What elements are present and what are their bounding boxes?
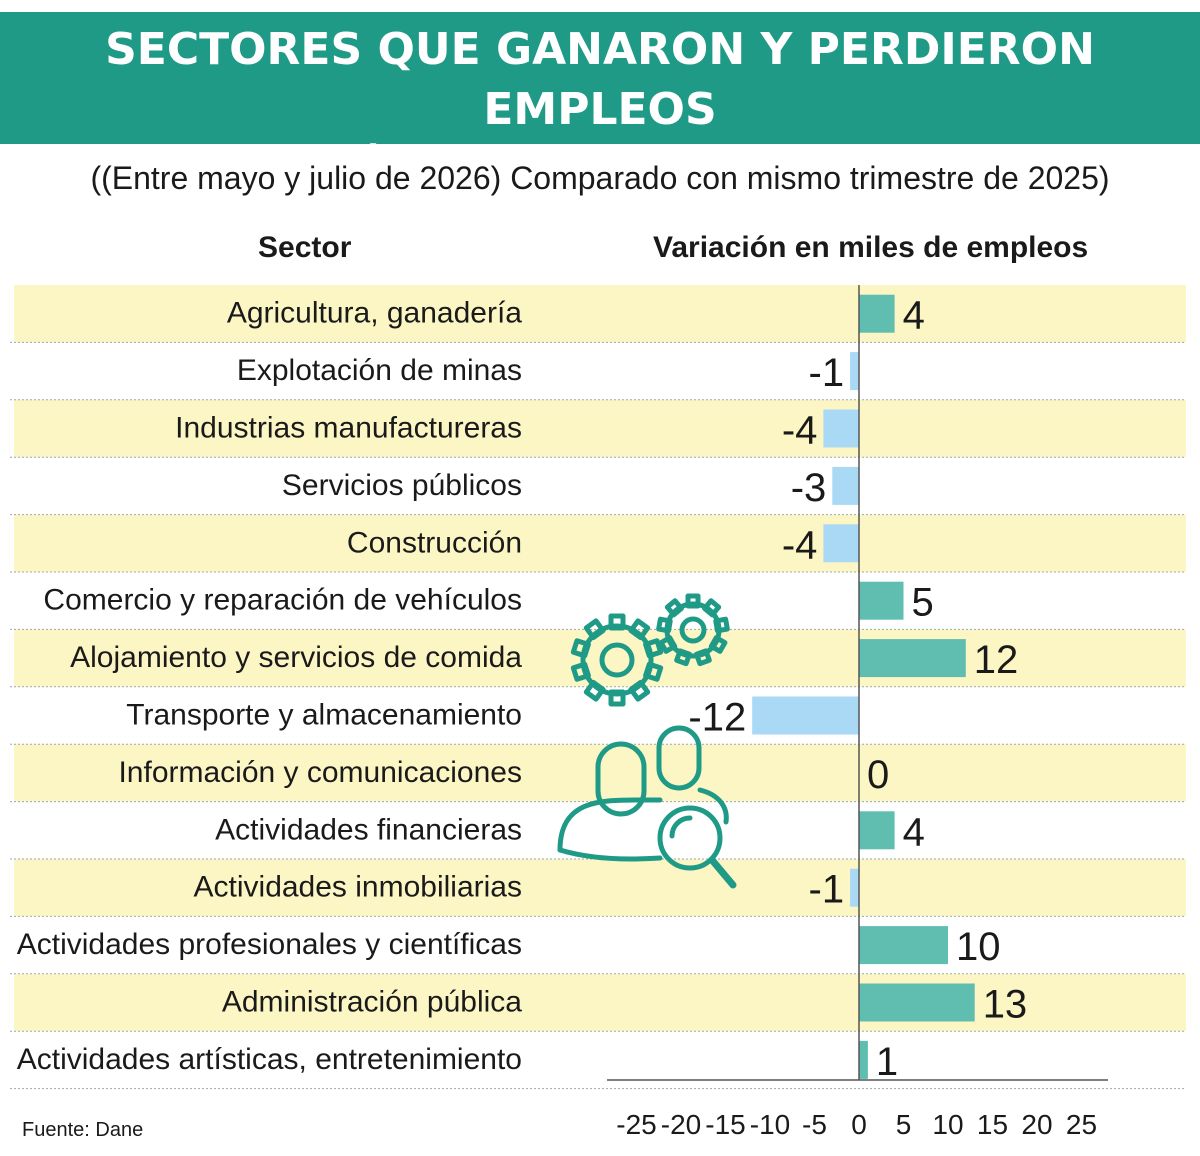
x-tick-label: 10 <box>932 1109 963 1140</box>
bar <box>859 639 966 678</box>
gear-tooth <box>685 593 701 609</box>
category-label: Actividades financieras <box>215 813 522 846</box>
subtitle: ((Entre mayo y julio de 2026) Comparado … <box>90 160 1110 196</box>
bar-value-label: -12 <box>688 696 746 740</box>
category-label: Servicios públicos <box>282 469 522 502</box>
gear-tooth <box>608 689 626 707</box>
source-note: Fuente: Dane <box>22 1119 144 1141</box>
gear-tooth <box>674 648 692 667</box>
bar-value-label: 4 <box>903 810 925 854</box>
bar-value-label: -3 <box>791 466 827 510</box>
bar <box>823 409 859 448</box>
x-tick-label: 0 <box>851 1109 867 1140</box>
category-label: Actividades profesionales y científicas <box>17 928 522 961</box>
row-stripe <box>14 514 1186 572</box>
bars <box>752 294 975 1079</box>
gear-tooth <box>656 616 673 634</box>
category-label: Administración pública <box>222 986 522 1019</box>
title-line-2: EN EL ÁREA METROPOLITANA DE BUCARAMANGA <box>197 144 1003 255</box>
gear-tooth <box>583 618 606 641</box>
bar <box>832 466 859 505</box>
x-tick-label: -20 <box>661 1109 701 1140</box>
category-label: Información y comunicaciones <box>118 756 522 789</box>
gear-tooth <box>628 618 651 641</box>
title-line-1: SECTORES QUE GANARON Y PERDIERON EMPLEOS <box>105 24 1095 135</box>
gear-tooth <box>702 598 722 618</box>
bar-value-label: -1 <box>809 868 845 912</box>
bar <box>859 294 895 333</box>
bar-value-label: 0 <box>867 753 889 797</box>
category-label: Actividades inmobiliarias <box>194 871 522 904</box>
category-label: Transporte y almacenamiento <box>126 699 522 732</box>
gear-tooth <box>608 613 626 631</box>
x-tick-label: 25 <box>1066 1109 1097 1140</box>
gear-tooth <box>628 679 651 702</box>
gear-tooth <box>570 661 591 682</box>
gear-tooth <box>708 635 728 654</box>
sector-column-header: Sector <box>258 231 352 264</box>
bar-value-label: 12 <box>974 638 1019 682</box>
gear-tooth <box>570 638 591 659</box>
x-axis: -25 -20 -15 -10 -5 0 5 10 15 20 25 <box>607 285 1108 1140</box>
category-label: Actividades artísticas, entretenimiento <box>17 1043 522 1076</box>
bar <box>859 983 975 1022</box>
gear-tooth <box>583 679 606 702</box>
gear-tooth <box>643 638 664 659</box>
x-tick-label: 15 <box>977 1109 1008 1140</box>
variation-column-header: Variación en miles de empleos <box>653 231 1089 264</box>
gear-tooth <box>643 661 664 682</box>
row-stripe <box>14 399 1186 458</box>
bar <box>823 524 859 563</box>
bar-value-label: 5 <box>912 581 934 625</box>
category-label: Agricultura, ganadería <box>227 297 522 330</box>
bar-value-label: -4 <box>782 409 818 453</box>
decorative-icons <box>557 593 737 889</box>
x-tick-label: 5 <box>896 1109 912 1140</box>
x-tick-label: -10 <box>750 1109 790 1140</box>
bar <box>859 1040 868 1079</box>
row-stripe <box>14 859 1186 917</box>
bar-value-label: 10 <box>956 925 1001 969</box>
bar <box>850 868 859 907</box>
bar-value-label: 4 <box>903 294 925 338</box>
category-label: Comercio y reparación de vehículos <box>43 584 522 617</box>
gears-icon <box>570 593 730 707</box>
x-tick-label: 20 <box>1021 1109 1052 1140</box>
category-labels: Agricultura, ganadería Explotación de min… <box>17 297 523 1076</box>
row-stripe <box>14 973 1186 1032</box>
bar <box>850 352 859 391</box>
category-label: Explotación de minas <box>237 354 522 387</box>
gear-tooth <box>694 648 712 667</box>
x-tick-label: -15 <box>705 1109 745 1140</box>
category-label: Industrias manufactureras <box>175 412 522 445</box>
x-tick-label: -5 <box>802 1109 827 1140</box>
title-banner: SECTORES QUE GANARON Y PERDIERON EMPLEOS… <box>0 12 1200 255</box>
bar-value-label: -1 <box>809 351 845 395</box>
gear-tooth <box>713 616 730 634</box>
bar <box>752 696 859 735</box>
bar <box>859 926 948 965</box>
x-tick-label: -25 <box>616 1109 656 1140</box>
gear-tooth <box>658 635 678 654</box>
gear-tooth <box>664 598 684 618</box>
bar-value-label: 13 <box>983 983 1027 1027</box>
category-label: Alojamiento y servicios de comida <box>70 641 522 674</box>
people-search-icon <box>557 725 737 889</box>
bar-value-label: 1 <box>876 1040 898 1084</box>
bar-value-label: -4 <box>782 523 818 567</box>
bar <box>859 811 895 850</box>
bar <box>859 581 904 620</box>
row-stripe <box>14 285 1186 343</box>
category-label: Construcción <box>347 526 522 559</box>
